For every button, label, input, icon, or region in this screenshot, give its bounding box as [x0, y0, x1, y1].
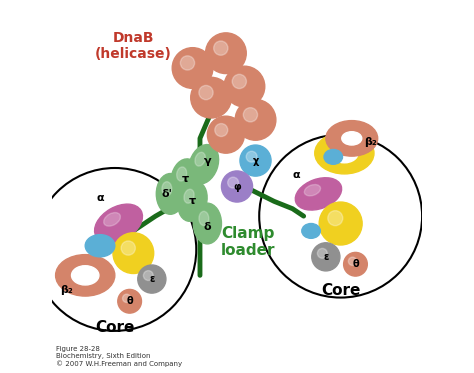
Circle shape: [246, 151, 257, 162]
Text: Clamp
loader: Clamp loader: [221, 226, 275, 258]
Ellipse shape: [184, 189, 194, 203]
Text: φ: φ: [233, 182, 241, 191]
Text: DnaB
(helicase): DnaB (helicase): [95, 31, 172, 61]
Circle shape: [318, 248, 327, 258]
Ellipse shape: [193, 203, 221, 244]
Text: τ: τ: [189, 196, 196, 206]
Ellipse shape: [162, 182, 172, 196]
Ellipse shape: [342, 132, 362, 145]
Text: θ: θ: [352, 259, 359, 269]
Circle shape: [199, 85, 213, 100]
Circle shape: [344, 253, 367, 276]
Circle shape: [312, 243, 340, 271]
Ellipse shape: [171, 159, 200, 199]
Circle shape: [328, 211, 343, 226]
Text: α: α: [96, 192, 104, 203]
Text: Core: Core: [321, 283, 360, 298]
Text: Figure 28-28
Biochemistry, Sixth Edition
© 2007 W.H.Freeman and Company: Figure 28-28 Biochemistry, Sixth Edition…: [55, 347, 182, 367]
Ellipse shape: [199, 211, 209, 226]
Circle shape: [191, 77, 231, 118]
Circle shape: [235, 100, 276, 140]
Ellipse shape: [104, 213, 120, 226]
Ellipse shape: [195, 152, 205, 166]
Circle shape: [121, 241, 136, 255]
Ellipse shape: [156, 173, 184, 214]
Text: α: α: [292, 170, 300, 181]
Ellipse shape: [72, 266, 99, 285]
Text: ε: ε: [149, 274, 155, 284]
Circle shape: [113, 233, 154, 273]
Text: Core: Core: [95, 320, 135, 335]
Text: δ': δ': [161, 189, 172, 199]
Text: β₂: β₂: [364, 137, 377, 147]
Ellipse shape: [177, 167, 187, 181]
Circle shape: [228, 177, 238, 188]
Ellipse shape: [326, 120, 378, 156]
Text: θ: θ: [127, 296, 133, 306]
Text: χ: χ: [252, 156, 259, 166]
Ellipse shape: [331, 144, 358, 163]
Circle shape: [138, 265, 166, 293]
Circle shape: [122, 294, 131, 303]
Ellipse shape: [304, 185, 320, 196]
Text: τ: τ: [182, 174, 189, 184]
Ellipse shape: [95, 204, 143, 243]
Text: β₂: β₂: [60, 285, 73, 295]
Ellipse shape: [55, 255, 115, 296]
Ellipse shape: [189, 145, 219, 184]
Circle shape: [180, 56, 195, 70]
Ellipse shape: [178, 181, 207, 221]
Ellipse shape: [324, 150, 343, 164]
Text: δ: δ: [203, 222, 211, 232]
Circle shape: [118, 289, 141, 313]
Circle shape: [208, 116, 245, 153]
Circle shape: [206, 33, 246, 73]
Circle shape: [319, 202, 362, 245]
Text: ε: ε: [323, 252, 328, 262]
Circle shape: [243, 108, 257, 122]
Ellipse shape: [295, 178, 342, 210]
Circle shape: [240, 145, 271, 176]
Ellipse shape: [302, 223, 320, 238]
Ellipse shape: [85, 235, 115, 257]
Circle shape: [224, 66, 265, 107]
Circle shape: [221, 171, 253, 202]
Circle shape: [215, 123, 228, 137]
Circle shape: [172, 48, 213, 88]
Text: γ: γ: [203, 156, 211, 166]
Circle shape: [144, 271, 153, 280]
Ellipse shape: [315, 132, 374, 174]
Circle shape: [348, 257, 356, 266]
Circle shape: [214, 41, 228, 55]
Circle shape: [232, 74, 246, 88]
